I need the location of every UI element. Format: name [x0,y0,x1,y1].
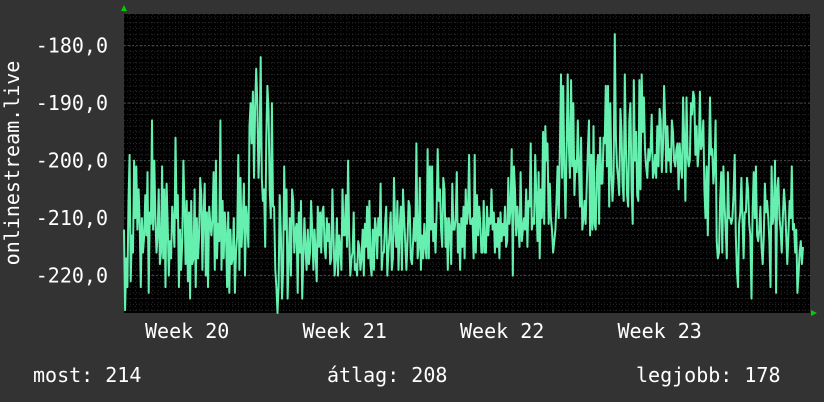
x-axis-ticks: Week 20 Week 21 Week 22 Week 23 [145,319,702,343]
x-tick-label: Week 20 [145,319,229,343]
stat-current: most: 214 [33,363,142,387]
y-tick-label: -220,0 [36,264,108,288]
y-axis-label: onlinestream.live [0,61,24,266]
x-tick-label: Week 22 [460,319,544,343]
x-tick-label: Week 21 [303,319,387,343]
y-tick-label: -190,0 [36,91,108,115]
x-tick-label: Week 23 [618,319,702,343]
x-axis-arrow [811,310,817,316]
stat-average: átlag: 208 [327,363,448,387]
y-axis-arrow [121,5,127,11]
y-tick-label: -200,0 [36,149,108,173]
series-line [123,33,804,314]
stat-best: legjobb: 178 [636,363,781,387]
axis-arrows [121,5,817,316]
y-tick-label: -180,0 [36,34,108,58]
stats-bar: most: 214 átlag: 208 legjobb: 178 [0,360,824,390]
y-axis-ticks: -180,0 -190,0 -200,0 -210,0 -220,0 [36,34,108,288]
series-layer [123,33,804,314]
y-tick-label: -210,0 [36,206,108,230]
